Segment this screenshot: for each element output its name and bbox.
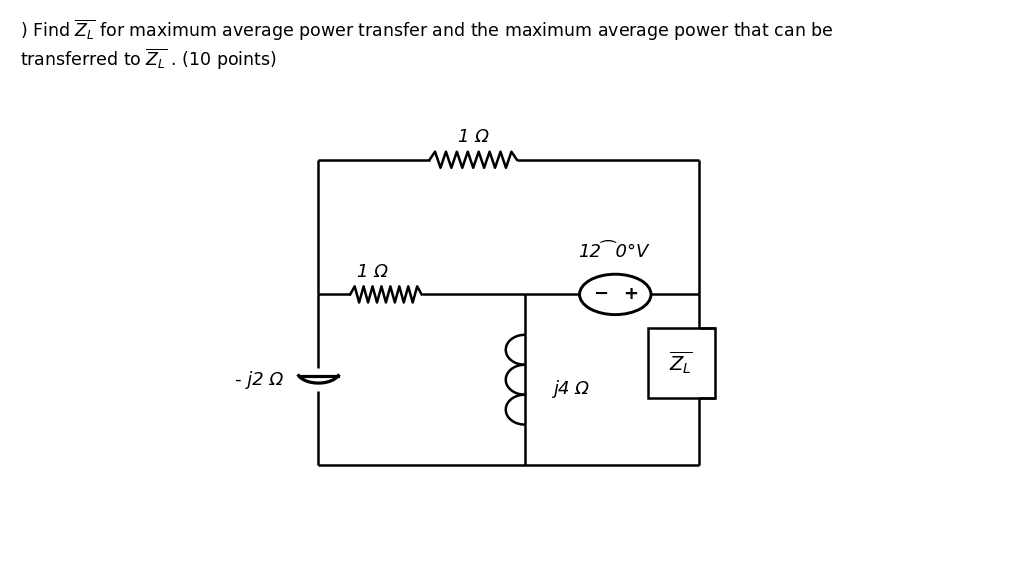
Text: 1 Ω: 1 Ω: [458, 128, 488, 146]
Text: −: −: [593, 286, 608, 303]
Text: +: +: [623, 286, 638, 303]
Text: 1 Ω: 1 Ω: [357, 263, 388, 281]
Text: $\overline{Z_L}$: $\overline{Z_L}$: [669, 349, 693, 376]
Text: 12⁀0°V: 12⁀0°V: [579, 243, 649, 261]
Text: ) Find $\overline{Z_L}$ for maximum average power transfer and the maximum avera: ) Find $\overline{Z_L}$ for maximum aver…: [20, 17, 834, 72]
Bar: [648, 328, 715, 398]
Text: j4 Ω: j4 Ω: [553, 380, 589, 398]
Text: - j2 Ω: - j2 Ω: [234, 371, 283, 389]
